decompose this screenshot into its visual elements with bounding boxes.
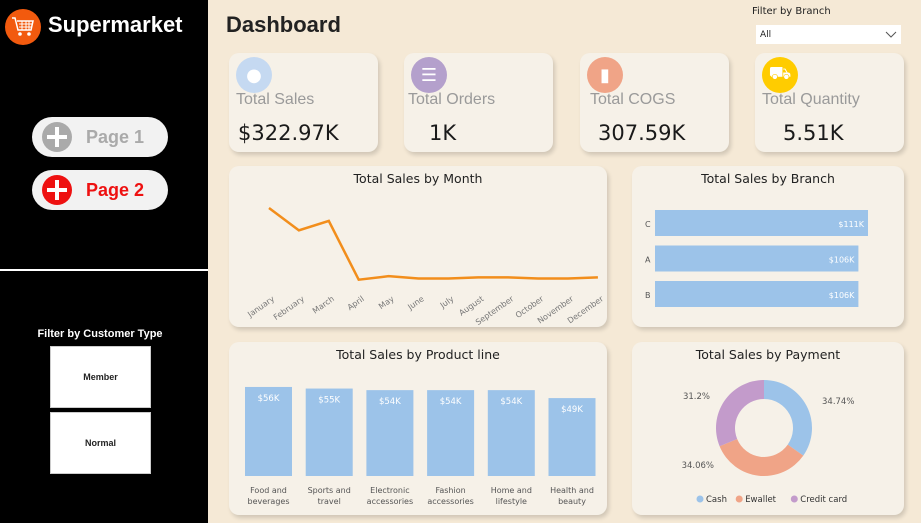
kpi-total-cogs: ▮ Total COGS 307.59K <box>580 53 729 152</box>
shopping-cart-icon <box>5 9 41 45</box>
kpi-total-quantity: ⛟ Total Quantity 5.51K <box>755 53 904 152</box>
x-tick-label: Health and beauty <box>550 486 594 506</box>
x-tick-label: May <box>377 294 396 311</box>
branch-filter-label: Filter by Branch <box>752 6 831 17</box>
chevron-down-icon <box>885 31 897 38</box>
legend-marker <box>790 495 798 503</box>
kpi-value: 5.51K <box>783 121 844 145</box>
data-label: $54K <box>379 397 401 407</box>
kpi-value: 1K <box>429 121 457 145</box>
data-label: $106K <box>829 291 855 300</box>
clipboard-icon: ☰ <box>411 57 447 93</box>
data-label: 34.06% <box>682 461 714 471</box>
legend-marker <box>735 495 743 503</box>
branch-filter-value: All <box>760 29 772 40</box>
chart-title: Total Sales by Branch <box>701 171 835 186</box>
bar <box>548 398 596 476</box>
kpi-label: Total Sales <box>236 91 315 108</box>
kpi-label: Total Orders <box>408 91 496 108</box>
page-2-button[interactable]: Page 2 <box>32 170 168 210</box>
x-tick-label: February <box>272 294 306 322</box>
data-label: 34.74% <box>822 397 854 407</box>
chart-title: Total Sales by Product line <box>336 347 500 362</box>
y-tick-label: B <box>645 291 651 300</box>
chart-title: Total Sales by Payment <box>695 347 841 362</box>
sales-by-branch-chart: Total Sales by Branch C $111K A $106K B $106K <box>632 166 904 327</box>
customer-type-member[interactable]: Member <box>50 346 151 408</box>
bar <box>655 281 859 307</box>
x-tick-label: June <box>405 294 425 312</box>
kpi-label: Total Quantity <box>762 91 860 108</box>
page-1-button[interactable]: Page 1 <box>32 117 168 157</box>
data-label: $49K <box>561 405 583 415</box>
sales-by-month-chart: Total Sales by Month January February Marc… <box>229 166 607 327</box>
plus-icon <box>42 175 72 205</box>
data-label: 31.2% <box>683 392 710 402</box>
sales-by-product-line-chart: Total Sales by Product line $56K Food and… <box>229 342 607 515</box>
sales-line <box>268 206 598 282</box>
page-title: Dashboard <box>226 12 341 37</box>
coins-icon: ● <box>236 57 272 93</box>
donut-slice <box>719 439 804 476</box>
divider <box>0 269 208 271</box>
chart-title: Total Sales by Month <box>353 171 483 186</box>
kpi-value: $322.97K <box>238 121 339 145</box>
kpi-total-orders: ☰ Total Orders 1K <box>404 53 553 152</box>
y-tick-label: A <box>645 256 651 265</box>
branch-filter-dropdown[interactable]: All <box>756 25 901 44</box>
customer-type-filter-label: Filter by Customer Type <box>37 328 163 340</box>
x-tick-label: Electronic accessories <box>367 486 413 506</box>
bar <box>366 390 414 476</box>
x-tick-label: Fashion accessories <box>427 486 473 506</box>
x-tick-label: Home and lifestyle <box>491 486 532 506</box>
donut-slice <box>764 380 812 456</box>
bar <box>245 386 292 476</box>
kpi-label: Total COGS <box>590 91 676 108</box>
plus-icon <box>42 122 72 152</box>
page-1-label: Page 1 <box>86 126 145 147</box>
legend-marker <box>696 495 704 503</box>
bar <box>487 390 535 476</box>
legend-label: Cash <box>706 495 727 505</box>
sales-by-payment-chart: Total Sales by Payment 34.74% 34.06% 31.2%… <box>632 342 904 515</box>
data-label: $56K <box>258 394 280 404</box>
data-label: $106K <box>829 256 855 265</box>
hand-truck-icon: ⛟ <box>762 57 798 93</box>
data-label: $54K <box>500 397 522 407</box>
x-tick-label: Sports and travel <box>308 486 351 506</box>
x-tick-label: Food and beverages <box>247 486 289 506</box>
x-tick-label: July <box>438 294 456 310</box>
data-label: $111K <box>838 220 864 229</box>
legend-label: Credit card <box>800 495 847 505</box>
x-tick-label: March <box>311 294 336 315</box>
bar <box>655 210 868 236</box>
bar <box>655 245 859 272</box>
data-label: $54K <box>440 397 462 407</box>
sidebar: Supermarket Page 1 Page 2 Filter by Cust… <box>0 0 208 523</box>
data-label: $55K <box>318 396 340 406</box>
donut-slice <box>716 380 764 447</box>
legend-label: Ewallet <box>745 495 776 505</box>
customer-type-normal[interactable]: Normal <box>50 412 151 474</box>
page-2-label: Page 2 <box>86 179 145 200</box>
bar-chart-icon: ▮ <box>587 57 623 93</box>
bar <box>305 388 353 476</box>
app-name: Supermarket <box>48 12 183 37</box>
kpi-value: 307.59K <box>598 121 686 145</box>
bar <box>427 390 475 476</box>
kpi-total-sales: ● Total Sales $322.97K <box>229 53 378 152</box>
x-tick-label: April <box>346 294 366 312</box>
y-tick-label: C <box>645 220 651 229</box>
